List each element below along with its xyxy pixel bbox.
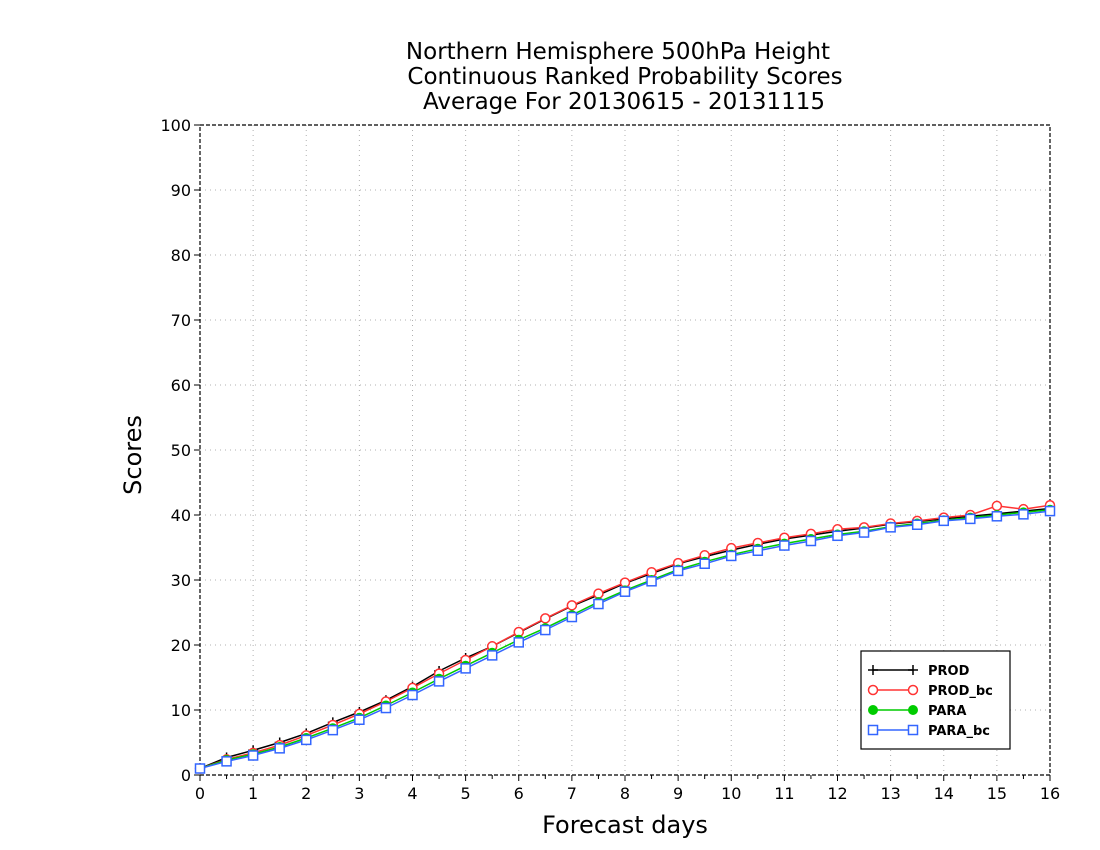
y-tick-label: 50 bbox=[171, 441, 191, 460]
legend-box bbox=[860, 650, 1011, 750]
x-tick-label: 12 bbox=[827, 784, 847, 803]
y-tick-label: 90 bbox=[171, 181, 191, 200]
grid-lines bbox=[200, 125, 1050, 775]
square-marker bbox=[221, 756, 232, 767]
square-marker bbox=[699, 558, 710, 569]
circle-marker bbox=[540, 613, 551, 624]
square-marker bbox=[672, 565, 684, 577]
square-marker bbox=[779, 540, 790, 551]
x-tick-label: 0 bbox=[195, 784, 205, 803]
circle-marker bbox=[566, 600, 578, 611]
square-marker bbox=[867, 724, 879, 736]
square-marker bbox=[752, 545, 764, 556]
x-tick-label: 6 bbox=[514, 784, 524, 803]
legend-item: PARA_bc bbox=[867, 724, 990, 739]
y-tick-label: 40 bbox=[171, 506, 191, 525]
y-tick-label: 20 bbox=[171, 636, 191, 655]
legend-item: PARA bbox=[868, 704, 966, 719]
legend-label: PROD bbox=[928, 664, 970, 679]
y-tick-label: 70 bbox=[171, 311, 191, 330]
y-tick-label: 100 bbox=[160, 116, 191, 135]
legend: PROD PROD_bc PARA PARA_bc bbox=[860, 650, 1011, 750]
square-marker bbox=[433, 676, 445, 687]
x-axis-label: Forecast days bbox=[542, 811, 708, 839]
chart-title: Northern Hemisphere 500hPa Height Contin… bbox=[406, 39, 843, 115]
square-marker bbox=[327, 724, 339, 736]
square-marker bbox=[911, 519, 923, 530]
legend-item: PROD bbox=[868, 664, 970, 679]
square-marker bbox=[566, 611, 578, 623]
title-line-1: Northern Hemisphere 500hPa Height bbox=[406, 39, 830, 65]
x-tick-label: 3 bbox=[354, 784, 364, 803]
square-marker bbox=[965, 513, 976, 525]
y-axis: 0 10 20 30 40 50 60 70 80 90 100 bbox=[160, 116, 200, 785]
y-tick-label: 30 bbox=[171, 571, 191, 590]
square-marker bbox=[907, 724, 919, 736]
square-marker bbox=[938, 515, 949, 527]
square-marker bbox=[858, 527, 870, 538]
legend-label: PROD_bc bbox=[928, 684, 993, 699]
square-marker bbox=[646, 576, 657, 587]
circle-marker bbox=[867, 684, 879, 696]
x-tick-label: 2 bbox=[301, 784, 311, 803]
y-tick-label: 10 bbox=[171, 701, 191, 720]
x-tick-label: 11 bbox=[774, 784, 794, 803]
square-marker bbox=[274, 743, 285, 754]
y-tick-label: 0 bbox=[181, 766, 191, 785]
square-marker bbox=[380, 702, 392, 714]
square-marker bbox=[805, 535, 817, 547]
series-para-bc bbox=[194, 505, 1056, 774]
legend-item: PROD_bc bbox=[867, 684, 993, 699]
square-marker bbox=[486, 650, 498, 661]
x-tick-label: 13 bbox=[880, 784, 900, 803]
square-marker bbox=[354, 714, 365, 725]
square-marker bbox=[832, 530, 843, 542]
x-tick-label: 16 bbox=[1040, 784, 1060, 803]
x-tick-label: 7 bbox=[567, 784, 577, 803]
square-marker bbox=[540, 624, 551, 636]
x-tick-label: 8 bbox=[620, 784, 630, 803]
square-marker bbox=[1018, 509, 1029, 520]
title-line-3: Average For 20130615 - 20131115 bbox=[423, 89, 825, 115]
square-marker bbox=[194, 763, 206, 774]
plus-marker bbox=[868, 665, 878, 675]
x-tick-label: 1 bbox=[248, 784, 258, 803]
x-tick-label: 14 bbox=[934, 784, 954, 803]
circle-marker bbox=[593, 588, 604, 599]
x-tick-label: 9 bbox=[673, 784, 683, 803]
y-axis-label: Scores bbox=[119, 415, 147, 495]
square-marker bbox=[513, 637, 524, 648]
square-marker bbox=[593, 598, 604, 610]
dot-marker bbox=[868, 705, 878, 715]
square-marker bbox=[885, 522, 896, 533]
square-marker bbox=[619, 586, 631, 597]
square-marker bbox=[301, 734, 312, 746]
x-tick-label: 15 bbox=[987, 784, 1007, 803]
circle-marker bbox=[991, 500, 1003, 512]
y-tick-label: 80 bbox=[171, 246, 191, 265]
square-marker bbox=[407, 689, 418, 701]
legend-label: PARA bbox=[928, 704, 966, 719]
square-marker bbox=[247, 750, 259, 761]
square-marker bbox=[460, 663, 471, 674]
y-tick-label: 60 bbox=[171, 376, 191, 395]
plus-marker bbox=[908, 665, 918, 675]
circle-marker bbox=[907, 684, 919, 696]
square-marker bbox=[991, 511, 1003, 522]
x-axis: 0 1 2 3 4 5 6 7 8 9 10 11 12 13 14 15 16 bbox=[195, 775, 1060, 803]
legend-label: PARA_bc bbox=[928, 724, 990, 739]
square-marker bbox=[1044, 505, 1056, 517]
x-tick-label: 10 bbox=[721, 784, 741, 803]
square-marker bbox=[726, 550, 737, 562]
series-layer bbox=[194, 500, 1056, 774]
title-line-2: Continuous Ranked Probability Scores bbox=[407, 64, 842, 90]
x-tick-label: 4 bbox=[407, 784, 417, 803]
dot-marker bbox=[908, 705, 918, 715]
x-tick-label: 5 bbox=[461, 784, 471, 803]
